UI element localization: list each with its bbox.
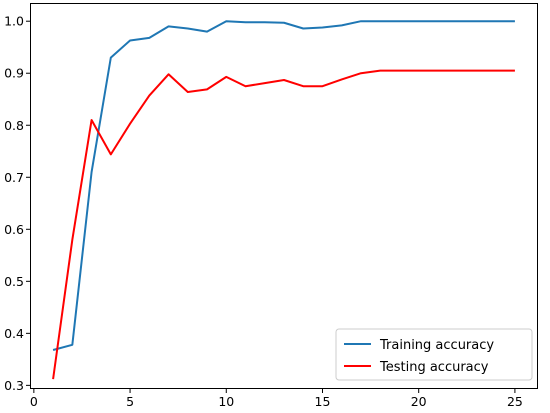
legend-label: Testing accuracy xyxy=(379,360,489,375)
x-tick-label: 5 xyxy=(126,394,134,409)
plot-frame xyxy=(30,3,538,389)
y-tick-label: 0.7 xyxy=(4,170,24,185)
legend-label: Training accuracy xyxy=(379,338,494,353)
y-tick-label: 1.0 xyxy=(4,14,24,29)
series-line-1 xyxy=(52,69,515,380)
x-axis: 0 5 10 15 20 25 xyxy=(30,389,523,409)
y-tick-label: 0.8 xyxy=(4,118,24,133)
y-tick-label: 0.5 xyxy=(4,274,24,289)
y-tick-label: 0.4 xyxy=(4,326,24,341)
y-axis: 0.3 0.4 0.5 0.6 0.7 0.8 0.9 1.0 xyxy=(4,14,30,393)
x-tick-label: 15 xyxy=(315,394,331,409)
y-tick-label: 0.3 xyxy=(4,378,24,393)
y-tick-label: 0.6 xyxy=(4,222,24,237)
legend-box xyxy=(335,328,533,381)
x-tick-label: 0 xyxy=(30,394,38,409)
plot-background xyxy=(30,3,538,389)
x-tick-label: 10 xyxy=(218,394,234,409)
x-tick-label: 25 xyxy=(507,394,523,409)
legend: Training accuracy Testing accuracy xyxy=(335,328,533,381)
series-line-0 xyxy=(52,20,515,351)
series-layer xyxy=(52,20,515,380)
x-tick-label: 20 xyxy=(411,394,427,409)
y-tick-label: 0.9 xyxy=(4,66,24,81)
